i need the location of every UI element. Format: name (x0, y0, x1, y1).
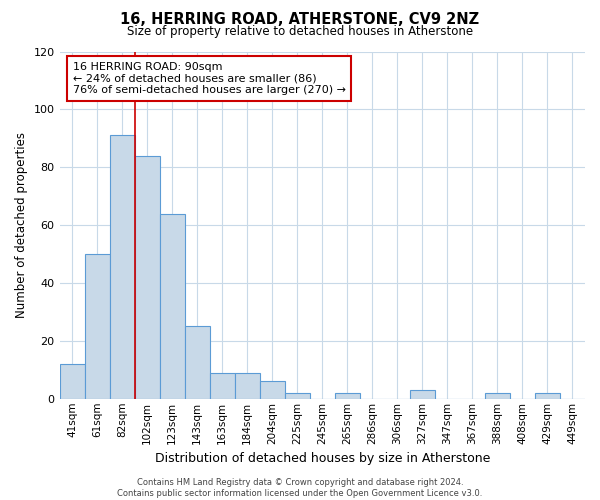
Bar (285, 393, 310, 399)
Bar (85, 254, 110, 399)
Bar (160, 214, 185, 399)
Bar (335, 393, 360, 399)
Text: Contains HM Land Registry data © Crown copyright and database right 2024.
Contai: Contains HM Land Registry data © Crown c… (118, 478, 482, 498)
Bar (485, 393, 510, 399)
Bar (260, 382, 285, 399)
X-axis label: Distribution of detached houses by size in Atherstone: Distribution of detached houses by size … (155, 452, 490, 465)
Text: 16 HERRING ROAD: 90sqm
← 24% of detached houses are smaller (86)
76% of semi-det: 16 HERRING ROAD: 90sqm ← 24% of detached… (73, 62, 346, 95)
Bar (134, 156, 160, 399)
Bar (535, 393, 560, 399)
Text: 16, HERRING ROAD, ATHERSTONE, CV9 2NZ: 16, HERRING ROAD, ATHERSTONE, CV9 2NZ (121, 12, 479, 28)
Bar (410, 390, 435, 399)
Text: Size of property relative to detached houses in Atherstone: Size of property relative to detached ho… (127, 25, 473, 38)
Y-axis label: Number of detached properties: Number of detached properties (15, 132, 28, 318)
Bar (185, 326, 209, 399)
Bar (59, 364, 85, 399)
Bar (110, 136, 134, 399)
Bar (235, 372, 260, 399)
Bar (209, 372, 235, 399)
